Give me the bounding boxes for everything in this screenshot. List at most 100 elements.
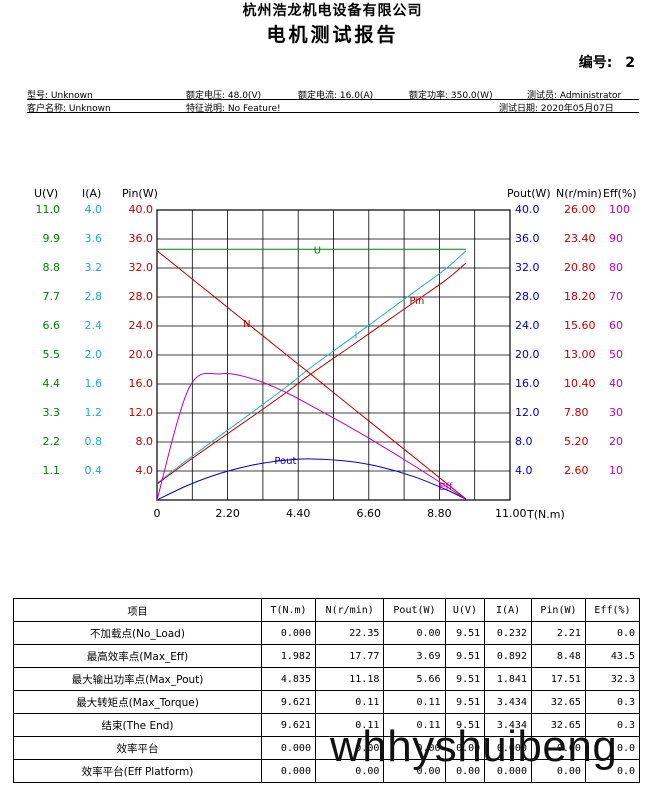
series-label-eff: Eff	[439, 482, 453, 493]
series-line-i	[156, 250, 467, 484]
watermark: whhyshuibeng	[330, 722, 618, 771]
u-tick-label: 2.2	[42, 435, 61, 448]
n-tick-label: 5.20	[564, 435, 589, 448]
n-tick-label: 13.00	[564, 348, 596, 361]
x-tick-label: 11.00	[495, 507, 527, 520]
row-label-cell: 最高效率点(Max_Eff)	[13, 644, 262, 668]
pout-tick-label: 20.0	[515, 348, 540, 361]
table-row: 最高效率点(Max_Eff) 1.982 17.77 3.69 9.51 0.892 8.4…	[13, 644, 641, 668]
value-cell: 0.11	[383, 690, 446, 714]
pout-axis-header: Pout(W)	[507, 187, 551, 200]
column-header: 项目	[13, 598, 262, 622]
n-tick-label: 26.00	[564, 203, 596, 216]
u-axis-header: U(V)	[34, 187, 59, 200]
pin-tick-label: 24.0	[128, 319, 154, 332]
series-line-pin	[156, 262, 467, 485]
i-tick-label: 2.0	[84, 348, 103, 361]
test-date-info: 测试日期: 2020年05月07日	[499, 104, 614, 114]
x-tick-label: 0	[153, 507, 161, 520]
i-tick-label: 2.8	[84, 290, 103, 303]
value-cell: 0.0	[584, 759, 641, 783]
pout-tick-label: 4.0	[515, 464, 533, 477]
value-cell: 3.69	[383, 644, 446, 668]
n-tick-label: 2.60	[564, 464, 589, 477]
series-label-i: I	[354, 331, 357, 342]
column-header: I(A)	[484, 598, 532, 622]
series-label-n: N	[243, 319, 250, 330]
value-cell: 9.51	[444, 644, 486, 668]
value-cell: 0.892	[484, 644, 532, 668]
series-line-pout	[156, 458, 466, 501]
x-tick-label: 4.40	[285, 507, 311, 520]
u-tick-label: 6.6	[42, 319, 61, 332]
u-tick-label: 5.5	[42, 348, 61, 361]
serial-number: 编号: 2	[579, 52, 635, 72]
value-cell: 0.000	[261, 759, 316, 783]
results-header-row: 项目 T(N.m) N(r/min) Pout(W) U(V) I(A) Pin(W) Eff…	[13, 598, 641, 622]
row-label-cell: 最大输出功率点(Max_Pout)	[13, 667, 262, 691]
value-cell: 0.000	[484, 736, 532, 760]
customer-info: 客户名称: Unknown	[27, 104, 111, 114]
value-cell: 17.77	[314, 644, 385, 668]
value-cell: 0.00	[383, 621, 446, 645]
value-cell: 0.000	[261, 621, 316, 645]
i-tick-label: 0.8	[84, 435, 103, 448]
column-header: Pout(W)	[383, 598, 446, 622]
eff-tick-label: 60	[609, 319, 623, 332]
pin-tick-label: 40.0	[128, 203, 154, 216]
value-cell: 8.48	[530, 644, 586, 668]
table-row: 不加载点(No_Load) 0.000 22.35 0.00 9.51 0.232 2.21…	[13, 621, 641, 645]
u-tick-label: 11.0	[35, 203, 61, 216]
rated-current-info: 额定电流: 16.0(A)	[298, 91, 374, 101]
row-label-cell: 结束(The End)	[13, 713, 262, 737]
series-label-u: U	[314, 245, 321, 256]
eff-tick-label: 40	[609, 377, 623, 390]
value-cell: 0.3	[584, 690, 641, 714]
info-divider-top	[27, 99, 639, 100]
pin-tick-label: 28.0	[128, 290, 154, 303]
feature-info: 特征说明: No Feature!	[186, 104, 281, 114]
column-header: T(N.m)	[261, 598, 316, 622]
u-tick-label: 8.8	[42, 261, 61, 274]
value-cell: 11.18	[314, 667, 385, 691]
n-tick-label: 7.80	[564, 406, 589, 419]
rated-power-info: 额定功率: 350.0(W)	[409, 91, 493, 101]
value-cell: 0.00	[383, 736, 446, 760]
pout-tick-label: 32.0	[515, 261, 540, 274]
value-cell: 0.3	[584, 713, 641, 737]
value-cell: 9.621	[261, 690, 316, 714]
value-cell: 0.00	[314, 759, 385, 783]
table-row: 效率平台(Eff Platform) 0.000 0.00 0.00 0.00 0.000…	[13, 759, 641, 783]
value-cell: 1.982	[261, 644, 316, 668]
eff-tick-label: 100	[609, 203, 630, 216]
eff-tick-label: 70	[609, 290, 623, 303]
rated-voltage-info: 额定电压: 48.0(V)	[186, 91, 262, 101]
value-cell: 0.0	[584, 621, 641, 645]
pout-tick-label: 8.0	[515, 435, 533, 448]
pin-tick-label: 4.0	[135, 464, 154, 477]
value-cell: 1.841	[484, 667, 532, 691]
value-cell: 0.00	[383, 759, 446, 783]
value-cell: 9.51	[444, 667, 486, 691]
pout-tick-label: 28.0	[515, 290, 540, 303]
u-tick-label: 9.9	[42, 232, 61, 245]
eff-axis-header: Eff(%)	[603, 187, 637, 200]
x-tick-label: 2.20	[215, 507, 240, 520]
report-title: 电机测试报告	[266, 24, 399, 46]
n-tick-label: 15.60	[564, 319, 596, 332]
pin-tick-label: 16.0	[128, 377, 154, 390]
table-row: 最大输出功率点(Max_Pout) 4.835 11.18 5.66 9.51 1.841…	[13, 667, 641, 691]
pout-tick-label: 36.0	[515, 232, 540, 245]
pin-tick-label: 20.0	[128, 348, 154, 361]
value-cell: 9.51	[444, 690, 486, 714]
row-label-cell: 效率平台(Eff Platform)	[13, 759, 262, 783]
i-tick-label: 2.4	[84, 319, 103, 332]
pout-tick-label: 12.0	[515, 406, 540, 419]
u-tick-label: 3.3	[42, 406, 61, 419]
pout-tick-label: 40.0	[515, 203, 540, 216]
eff-tick-label: 90	[609, 232, 623, 245]
pin-tick-label: 32.0	[128, 261, 154, 274]
model-info: 型号: Unknown	[27, 91, 93, 101]
x-tick-label: 8.80	[427, 507, 452, 520]
u-tick-label: 7.7	[42, 290, 61, 303]
